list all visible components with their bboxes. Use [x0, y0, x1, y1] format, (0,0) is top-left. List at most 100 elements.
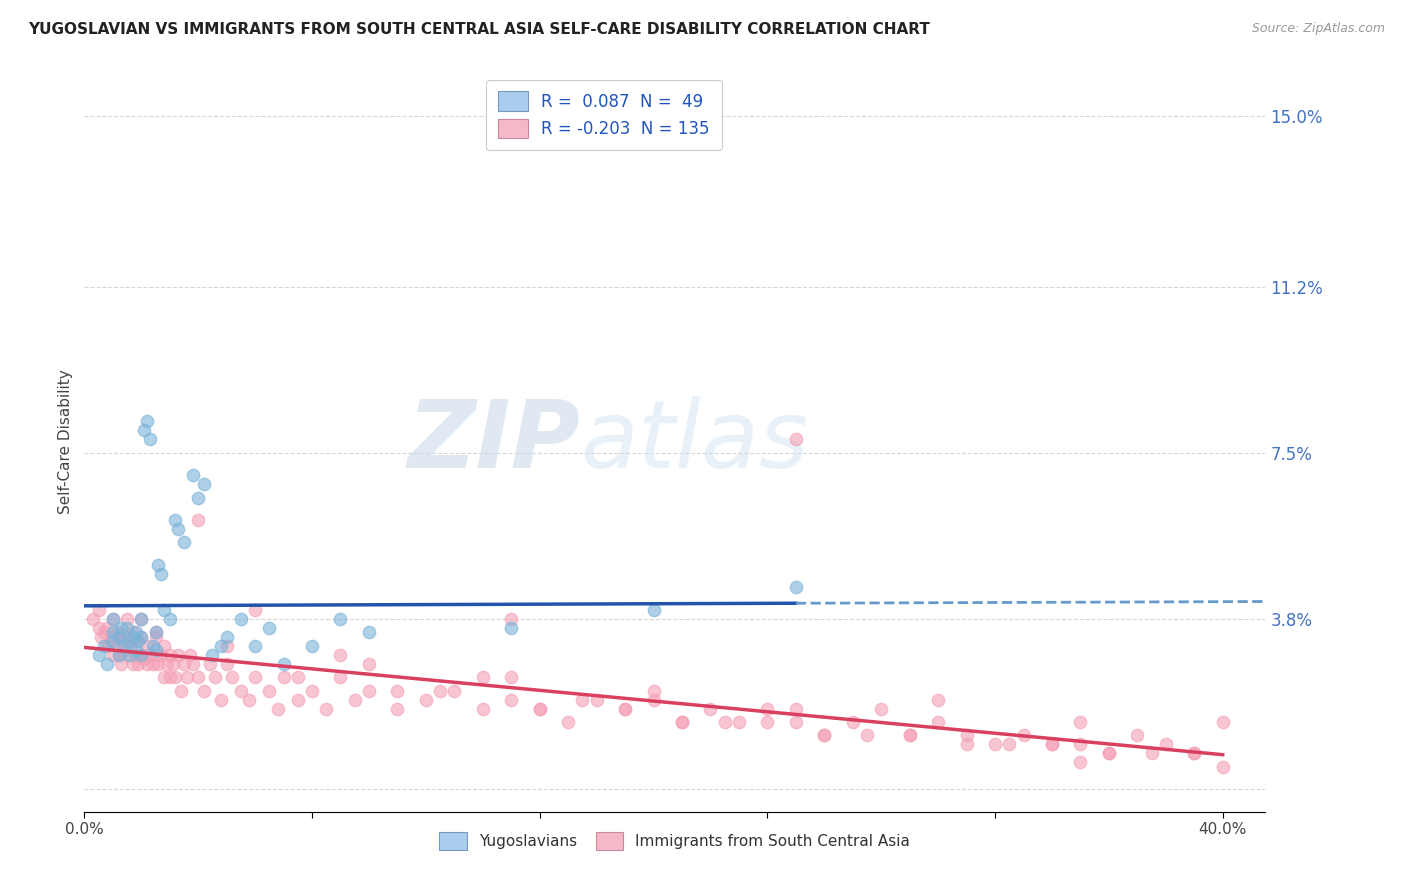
Point — [96, 639, 118, 653]
Legend: Yugoslavians, Immigrants from South Central Asia: Yugoslavians, Immigrants from South Cent… — [433, 826, 917, 856]
Point — [156, 657, 179, 671]
Point — [1182, 747, 1205, 761]
Point — [87, 621, 110, 635]
Point — [87, 603, 110, 617]
Point — [301, 639, 323, 653]
Point — [870, 701, 893, 715]
Point — [145, 643, 167, 657]
Point — [121, 657, 143, 671]
Point — [101, 612, 124, 626]
Text: atlas: atlas — [581, 396, 808, 487]
Point — [927, 692, 949, 706]
Point — [643, 692, 665, 706]
Point — [136, 639, 159, 653]
Point — [329, 612, 352, 626]
Point — [273, 670, 295, 684]
Point — [129, 648, 152, 662]
Point — [101, 612, 124, 626]
Point — [813, 728, 835, 742]
Point — [167, 648, 190, 662]
Point — [1098, 747, 1121, 761]
Point — [1012, 728, 1035, 742]
Point — [96, 621, 118, 635]
Point — [315, 701, 337, 715]
Point — [501, 621, 523, 635]
Point — [162, 657, 184, 671]
Point — [148, 657, 170, 671]
Point — [107, 625, 129, 640]
Text: YUGOSLAVIAN VS IMMIGRANTS FROM SOUTH CENTRAL ASIA SELF-CARE DISABILITY CORRELATI: YUGOSLAVIAN VS IMMIGRANTS FROM SOUTH CEN… — [28, 22, 929, 37]
Point — [150, 648, 173, 662]
Point — [115, 648, 138, 662]
Point — [93, 625, 115, 640]
Point — [173, 535, 195, 549]
Point — [93, 639, 115, 653]
Point — [259, 683, 281, 698]
Point — [153, 639, 176, 653]
Point — [238, 692, 260, 706]
Point — [557, 714, 579, 729]
Point — [101, 648, 124, 662]
Point — [343, 692, 366, 706]
Point — [145, 625, 167, 640]
Point — [571, 692, 593, 706]
Point — [121, 630, 143, 644]
Point — [221, 670, 243, 684]
Point — [179, 648, 201, 662]
Point — [1098, 747, 1121, 761]
Point — [357, 657, 380, 671]
Point — [124, 643, 146, 657]
Text: Source: ZipAtlas.com: Source: ZipAtlas.com — [1251, 22, 1385, 36]
Point — [82, 612, 104, 626]
Point — [134, 423, 156, 437]
Point — [110, 657, 132, 671]
Point — [756, 714, 779, 729]
Point — [756, 701, 779, 715]
Point — [204, 670, 226, 684]
Point — [984, 738, 1007, 752]
Point — [728, 714, 751, 729]
Point — [1126, 728, 1149, 742]
Point — [112, 639, 135, 653]
Point — [927, 714, 949, 729]
Point — [273, 657, 295, 671]
Point — [415, 692, 437, 706]
Point — [1069, 756, 1091, 770]
Point — [229, 683, 252, 698]
Point — [699, 701, 721, 715]
Point — [443, 683, 465, 698]
Point — [121, 625, 143, 640]
Point — [671, 714, 693, 729]
Point — [259, 621, 281, 635]
Point — [101, 625, 124, 640]
Point — [229, 612, 252, 626]
Point — [170, 683, 193, 698]
Point — [287, 692, 309, 706]
Point — [287, 670, 309, 684]
Point — [955, 728, 977, 742]
Point — [643, 603, 665, 617]
Point — [115, 621, 138, 635]
Point — [267, 701, 290, 715]
Point — [153, 670, 176, 684]
Point — [90, 630, 112, 644]
Point — [201, 648, 224, 662]
Point — [614, 701, 637, 715]
Point — [115, 612, 138, 626]
Point — [585, 692, 607, 706]
Point — [329, 648, 352, 662]
Point — [150, 566, 173, 581]
Point — [87, 648, 110, 662]
Point — [145, 630, 167, 644]
Point — [124, 625, 146, 640]
Point — [101, 630, 124, 644]
Point — [98, 634, 121, 648]
Point — [181, 468, 204, 483]
Point — [173, 657, 195, 671]
Point — [187, 670, 209, 684]
Point — [148, 558, 170, 572]
Point — [139, 648, 162, 662]
Point — [129, 648, 152, 662]
Point — [357, 683, 380, 698]
Point — [1040, 738, 1063, 752]
